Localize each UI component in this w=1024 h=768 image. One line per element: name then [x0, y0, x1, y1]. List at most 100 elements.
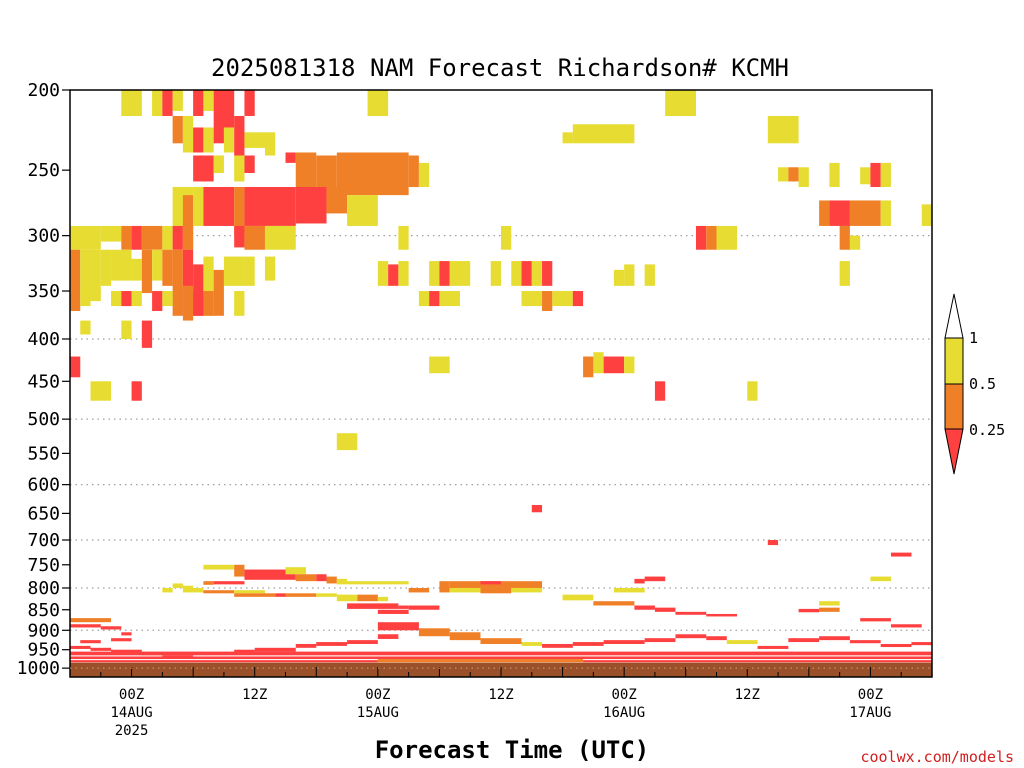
heatmap-cell: [182, 587, 204, 593]
heatmap-cell: [819, 607, 840, 612]
heatmap-cell: [295, 186, 327, 224]
heatmap-cell: [480, 587, 512, 594]
heatmap-cell: [819, 601, 840, 606]
y-tick-label: 250: [27, 160, 60, 181]
heatmap-cell: [849, 235, 861, 250]
heatmap-cell: [829, 162, 840, 187]
heatmap-cell: [131, 291, 142, 307]
y-tick-label: 1000: [17, 658, 60, 679]
heatmap-cell: [203, 256, 214, 316]
y-tick-label: 300: [27, 226, 60, 247]
heatmap-cell: [449, 581, 543, 588]
heatmap-cell: [234, 593, 276, 597]
heatmap-cell: [921, 204, 932, 226]
heatmap-cell: [203, 590, 235, 594]
heatmap-cell: [193, 155, 214, 182]
heatmap-cell: [234, 155, 245, 182]
x-tick-label: 17AUG: [849, 705, 891, 721]
x-tick-label: 12Z: [735, 687, 760, 703]
heatmap-cell: [429, 261, 440, 286]
heatmap-cell: [542, 261, 553, 286]
x-tick-label: 12Z: [242, 687, 267, 703]
heatmap-cell: [213, 155, 224, 174]
heatmap-cell: [798, 167, 809, 187]
heatmap-cell: [336, 594, 358, 602]
y-tick-label: 850: [27, 600, 60, 621]
heatmap-cell: [449, 632, 481, 641]
heatmap-cell: [860, 167, 871, 185]
heatmap-cell: [203, 581, 214, 585]
heatmap-cell: [572, 642, 604, 646]
heatmap-cell: [172, 225, 183, 250]
heatmap-cell: [90, 647, 112, 651]
heatmap-cell: [111, 649, 142, 653]
heatmap-cell: [634, 605, 655, 610]
heatmap-cell: [347, 195, 378, 226]
heatmap-cell: [162, 655, 194, 658]
heatmap-cell: [613, 587, 645, 593]
heatmap-cell: [213, 127, 224, 144]
heatmap-cell: [264, 256, 276, 281]
heatmap-cell: [152, 291, 163, 311]
heatmap-cell: [285, 152, 296, 163]
heatmap-cell: [162, 291, 173, 307]
chart-title: 2025081318 NAM Forecast Richardson# KCMH: [211, 54, 789, 82]
heatmap-cell: [408, 587, 430, 593]
credit-text: coolwx.com/models: [860, 748, 1014, 766]
heatmap-cell: [234, 649, 255, 653]
heatmap-cell: [819, 636, 850, 641]
heatmap-cell: [316, 642, 348, 646]
y-tick-label: 400: [27, 329, 60, 350]
heatmap-cell: [398, 261, 409, 286]
heatmap-cell: [285, 567, 307, 575]
heatmap-cell: [377, 634, 399, 639]
heatmap-cell: [203, 186, 235, 226]
y-axis: 200 250 300 350 400 450 500 550 600 650 700 7508008…: [17, 80, 70, 679]
heatmap-cell: [100, 626, 122, 630]
colorbar: 1 0.5 0.25: [944, 293, 1005, 475]
y-tick-label: 800: [27, 578, 60, 599]
y-tick-label: 700: [27, 530, 60, 551]
heatmap-cell: [100, 249, 112, 286]
heatmap-cell: [234, 115, 245, 156]
heatmap-cell: [418, 628, 450, 637]
heatmap-cell: [624, 356, 635, 374]
heatmap-cell: [890, 552, 912, 557]
heatmap-cell: [542, 643, 573, 648]
heatmap-cell: [613, 269, 625, 286]
heatmap-cell: [172, 115, 183, 144]
heatmap-cell: [121, 225, 132, 250]
heatmap-cell: [695, 225, 707, 250]
heatmap-cell: [162, 249, 173, 286]
heatmap-cell: [347, 581, 409, 585]
heatmap-cell: [90, 381, 112, 401]
heatmap-cell: [388, 264, 399, 286]
x-tick-label: 00Z: [858, 687, 883, 703]
y-tick-label: 900: [27, 620, 60, 641]
x-tick-label: 14AUG: [110, 705, 152, 721]
heatmap-cell: [193, 90, 204, 116]
heatmap-cell: [336, 152, 409, 196]
heatmap-cell: [141, 249, 153, 294]
heatmap-cell: [449, 261, 471, 286]
heatmap-cell: [654, 607, 676, 612]
heatmap-cell: [675, 634, 707, 639]
heatmap-cell: [552, 291, 573, 307]
colorbar-cap-top: [944, 293, 964, 339]
heatmap-cell: [839, 261, 850, 286]
y-tick-label: 550: [27, 443, 60, 464]
heatmap-cell: [418, 291, 430, 307]
heatmap-cell: [203, 90, 214, 111]
heatmap-cell: [377, 261, 389, 286]
heatmap-cell: [182, 249, 194, 316]
heatmap-cell: [377, 659, 584, 663]
heatmap-cell: [880, 162, 891, 187]
heatmap-cell: [121, 320, 132, 339]
heatmap-cell: [583, 660, 932, 663]
heatmap-cell: [757, 645, 789, 649]
heatmap-cell: [264, 225, 296, 250]
heatmap-cell: [244, 132, 265, 148]
x-tick-label: 2025: [115, 723, 149, 739]
y-tick-label: 450: [27, 371, 60, 392]
heatmap-cell: [234, 225, 245, 248]
